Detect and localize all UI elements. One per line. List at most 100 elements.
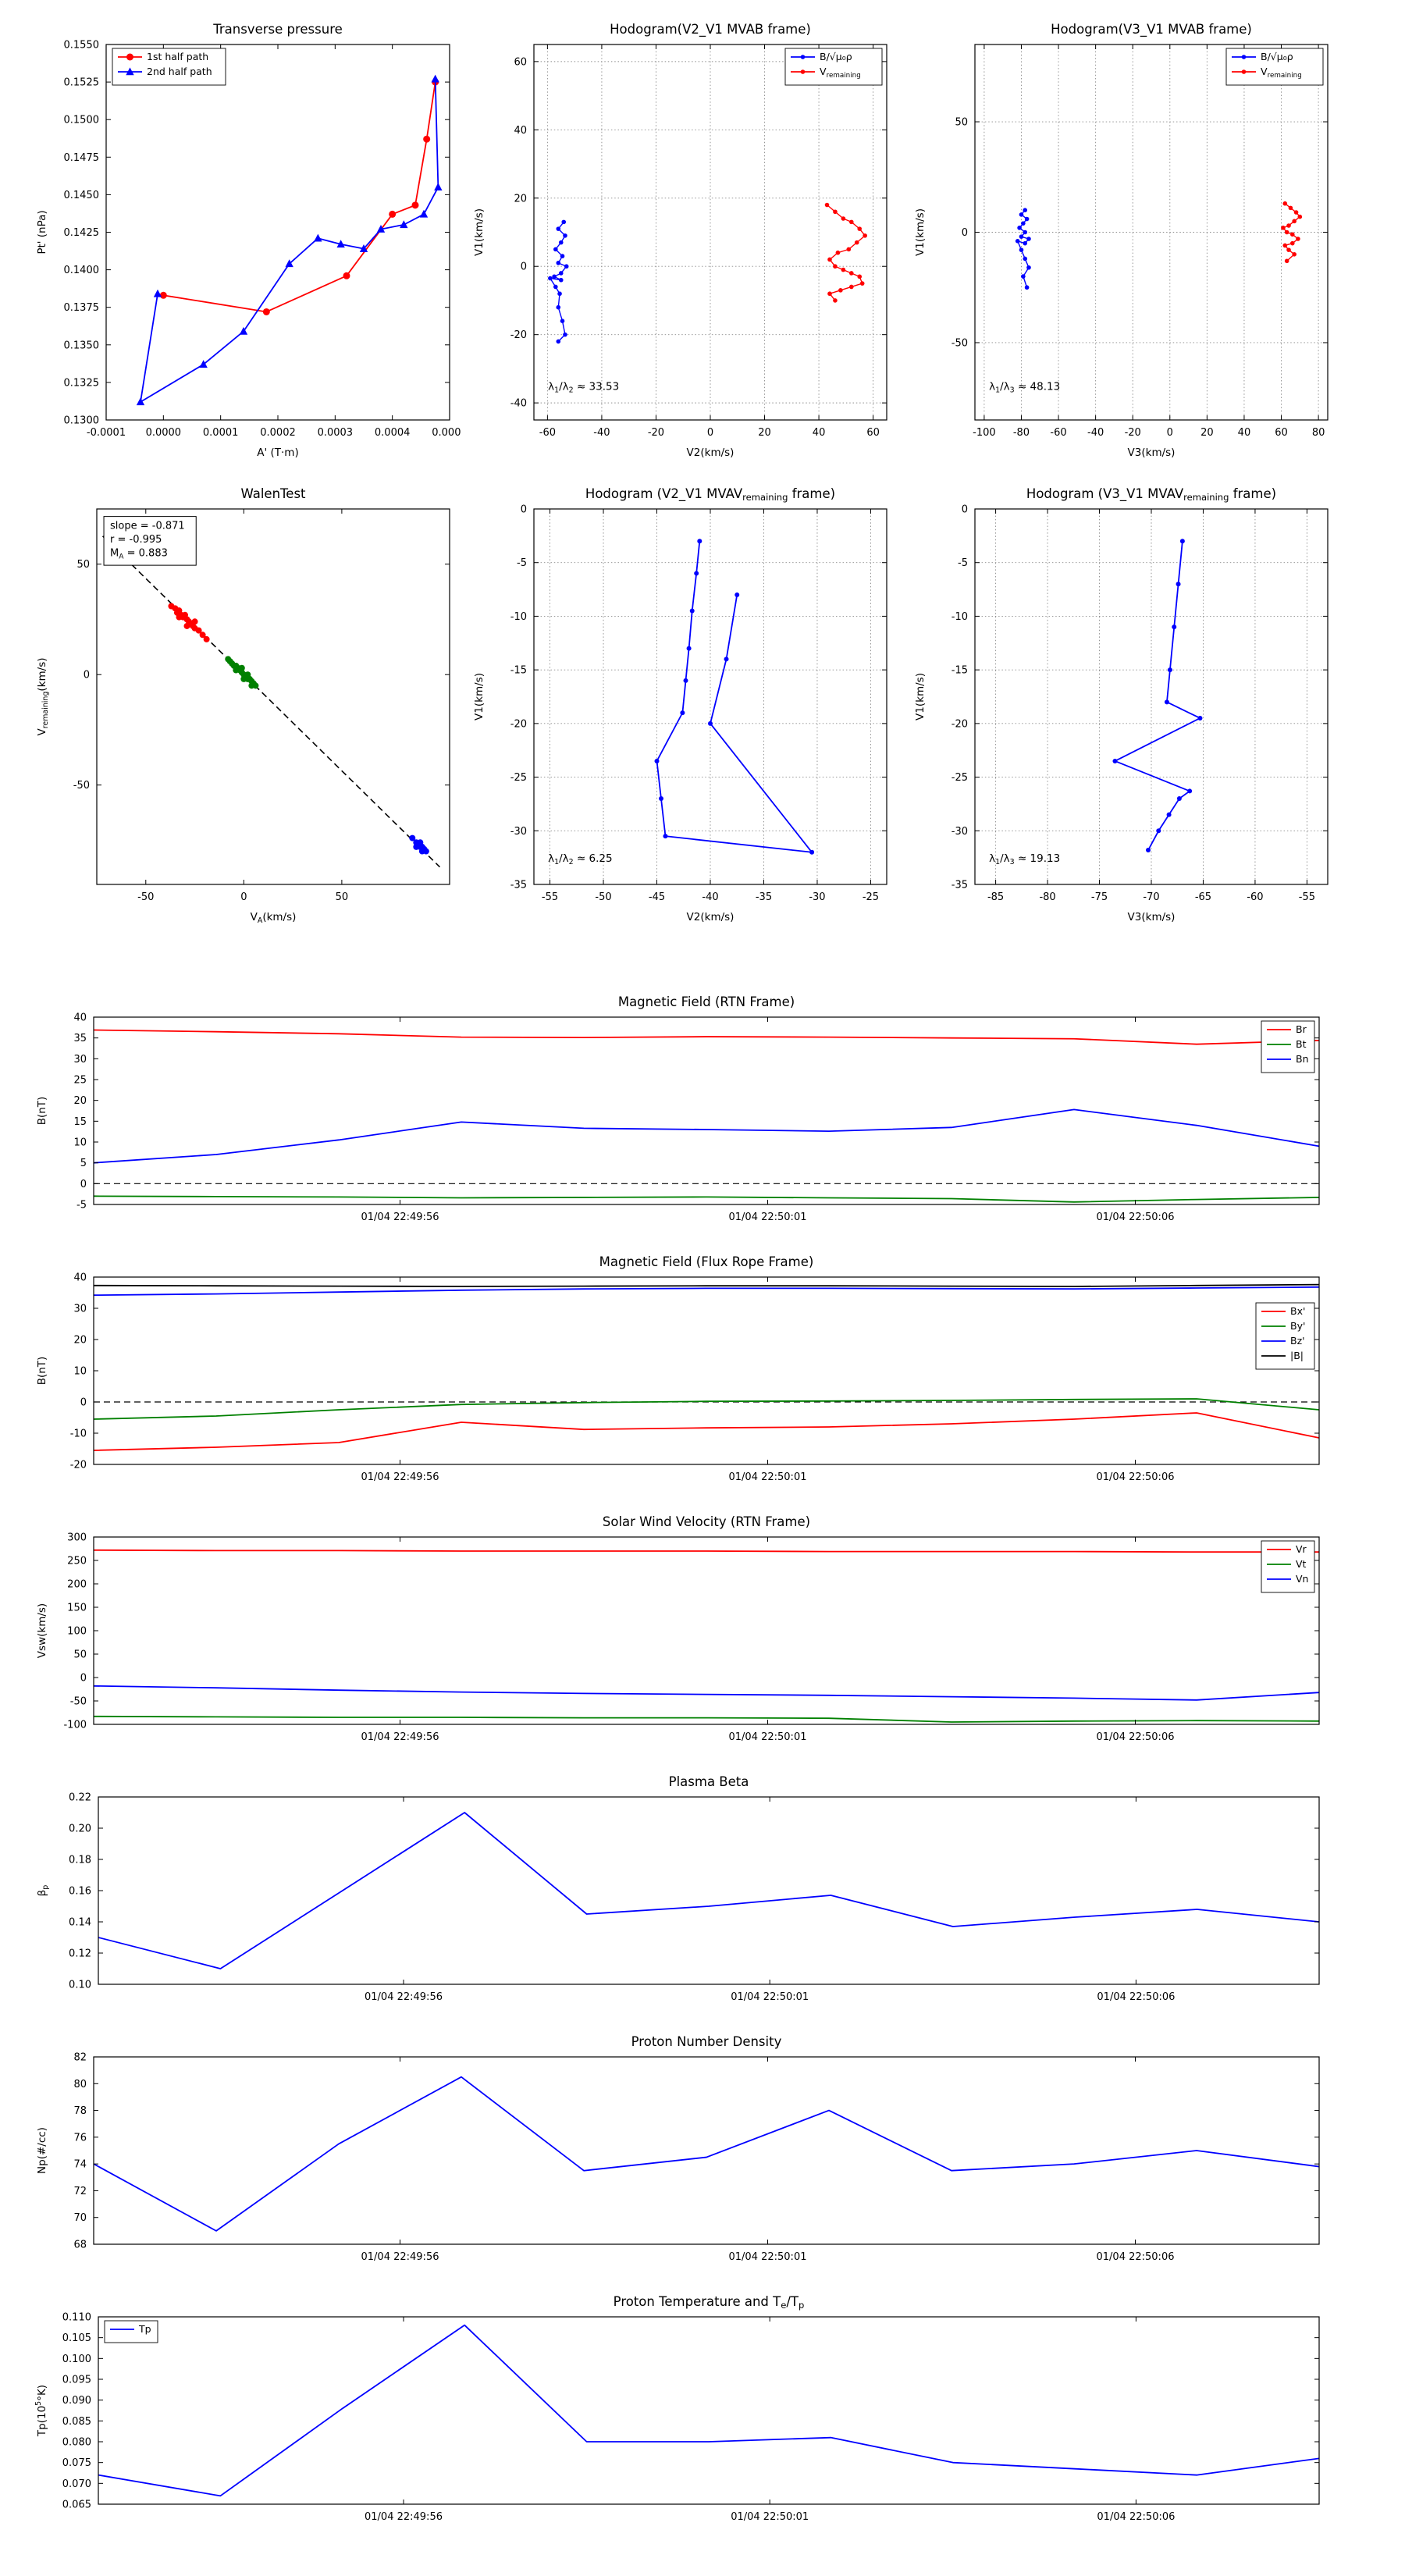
hodogram-v3v1-mvab-chart: -100 -80 -60 -40 -20 0 20 40 60 80 -50 0 50 Hodogram(… xyxy=(909,12,1339,468)
svg-text:0: 0 xyxy=(521,504,527,516)
svg-text:250: 250 xyxy=(67,1556,87,1567)
svg-text:40: 40 xyxy=(514,125,527,137)
svg-text:15: 15 xyxy=(73,1116,87,1128)
svg-text:-15: -15 xyxy=(510,665,527,677)
svg-text:-20: -20 xyxy=(510,329,527,341)
svg-text:0.065: 0.065 xyxy=(62,2500,91,2511)
svg-text:0.0001: 0.0001 xyxy=(203,427,239,439)
plasma-beta-panel: 01/04 22:49:56 01/04 22:50:01 01/04 22:50:… xyxy=(31,1764,1327,2022)
svg-text:0: 0 xyxy=(80,1179,87,1190)
svg-text:0: 0 xyxy=(80,1673,87,1685)
svg-text:λ1/λ2 ≈ 33.53: λ1/λ2 ≈ 33.53 xyxy=(548,381,619,395)
svg-text:Vremaining: Vremaining xyxy=(820,66,861,80)
svg-text:0.16: 0.16 xyxy=(69,1886,91,1898)
svg-text:Br: Br xyxy=(1296,1023,1307,1035)
svg-text:100: 100 xyxy=(67,1626,87,1638)
svg-text:50: 50 xyxy=(955,117,968,129)
svg-text:-20: -20 xyxy=(648,427,664,439)
svg-text:-35: -35 xyxy=(510,880,527,891)
svg-text:0: 0 xyxy=(84,670,90,681)
svg-text:-40: -40 xyxy=(702,891,718,903)
svg-text:Vsw(km/s): Vsw(km/s) xyxy=(36,1603,48,1658)
svg-text:0.1400: 0.1400 xyxy=(64,265,100,276)
svg-text:βp: βp xyxy=(36,1885,50,1897)
svg-text:Bt: Bt xyxy=(1296,1038,1307,1050)
svg-text:-10: -10 xyxy=(70,1429,87,1440)
svg-text:0.0004: 0.0004 xyxy=(375,427,410,439)
svg-text:25: 25 xyxy=(73,1075,87,1087)
svg-text:-10: -10 xyxy=(951,611,968,623)
svg-text:V1(km/s): V1(km/s) xyxy=(473,673,486,720)
svg-text:Solar Wind Velocity (RTN Frame: Solar Wind Velocity (RTN Frame) xyxy=(603,1514,810,1529)
svg-text:30: 30 xyxy=(73,1304,87,1315)
svg-text:40: 40 xyxy=(73,1272,87,1284)
svg-text:-65: -65 xyxy=(1195,891,1211,903)
svg-text:0.10: 0.10 xyxy=(69,1980,91,1991)
svg-text:-60: -60 xyxy=(1050,427,1066,439)
svg-text:-45: -45 xyxy=(649,891,665,903)
svg-text:Np(#/cc): Np(#/cc) xyxy=(36,2127,48,2174)
svg-text:Proton Temperature and Te/Tp: Proton Temperature and Te/Tp xyxy=(614,2294,805,2311)
svg-text:B(nT): B(nT) xyxy=(36,1097,48,1126)
svg-text:-55: -55 xyxy=(542,891,558,903)
svg-text:74: 74 xyxy=(73,2159,87,2171)
svg-text:01/04 22:49:56: 01/04 22:49:56 xyxy=(361,1731,439,1743)
svg-text:-75: -75 xyxy=(1091,891,1108,903)
svg-text:0.22: 0.22 xyxy=(69,1792,91,1804)
svg-text:-60: -60 xyxy=(1247,891,1263,903)
svg-text:0.105: 0.105 xyxy=(62,2332,91,2344)
svg-text:0.095: 0.095 xyxy=(62,2375,91,2386)
svg-text:82: 82 xyxy=(73,2052,87,2064)
svg-text:-20: -20 xyxy=(1125,427,1141,439)
svg-text:-5: -5 xyxy=(76,1200,87,1212)
svg-text:-40: -40 xyxy=(510,398,527,410)
svg-text:01/04 22:49:56: 01/04 22:49:56 xyxy=(361,2251,439,2263)
svg-text:01/04 22:50:01: 01/04 22:50:01 xyxy=(729,1471,807,1483)
svg-text:-30: -30 xyxy=(809,891,825,903)
svg-text:Plasma Beta: Plasma Beta xyxy=(669,1774,749,1789)
svg-text:0.1325: 0.1325 xyxy=(64,377,100,389)
svg-text:35: 35 xyxy=(73,1033,87,1044)
svg-text:40: 40 xyxy=(73,1012,87,1024)
svg-text:01/04 22:50:06: 01/04 22:50:06 xyxy=(1097,1212,1175,1223)
svg-text:0.1500: 0.1500 xyxy=(64,115,100,126)
svg-text:λ1/λ2 ≈ 6.25: λ1/λ2 ≈ 6.25 xyxy=(548,852,613,866)
svg-text:Vn: Vn xyxy=(1296,1573,1308,1585)
svg-text:01/04 22:49:56: 01/04 22:49:56 xyxy=(361,1471,439,1483)
svg-text:-40: -40 xyxy=(593,427,610,439)
svg-text:V3(km/s): V3(km/s) xyxy=(1128,447,1176,459)
svg-text:V3(km/s): V3(km/s) xyxy=(1128,911,1176,923)
svg-text:-35: -35 xyxy=(951,880,968,891)
svg-text:Hodogram (V3_V1 MVAVremaining: Hodogram (V3_V1 MVAVremaining frame) xyxy=(1026,486,1276,503)
svg-text:0.1350: 0.1350 xyxy=(64,340,100,351)
svg-text:-60: -60 xyxy=(539,427,556,439)
svg-text:B/√μ₀ρ: B/√μ₀ρ xyxy=(820,51,852,62)
svg-text:01/04 22:50:06: 01/04 22:50:06 xyxy=(1097,1731,1175,1743)
svg-text:λ1/λ3 ≈ 48.13: λ1/λ3 ≈ 48.13 xyxy=(989,381,1060,395)
svg-text:0.090: 0.090 xyxy=(62,2395,91,2407)
proton-density-panel: 01/04 22:49:56 01/04 22:50:01 01/04 22:50:… xyxy=(31,2024,1327,2282)
svg-text:72: 72 xyxy=(73,2186,87,2197)
svg-text:10: 10 xyxy=(73,1366,87,1378)
svg-text:0: 0 xyxy=(240,891,247,903)
svg-text:Proton Number Density: Proton Number Density xyxy=(631,2034,782,2049)
svg-text:Tp: Tp xyxy=(138,2323,151,2335)
svg-text:0: 0 xyxy=(962,504,968,516)
svg-text:0.075: 0.075 xyxy=(62,2457,91,2469)
walen-test-chart: -50 0 50 -50 0 50 WalenTest VA(km/s) Vremaining(… xyxy=(31,476,461,933)
svg-text:Bz': Bz' xyxy=(1290,1335,1305,1347)
svg-text:78: 78 xyxy=(73,2105,87,2117)
svg-text:70: 70 xyxy=(73,2212,87,2224)
svg-text:5: 5 xyxy=(80,1158,87,1169)
svg-text:01/04 22:50:06: 01/04 22:50:06 xyxy=(1097,1471,1175,1483)
svg-text:Vr: Vr xyxy=(1296,1543,1307,1555)
svg-text:60: 60 xyxy=(514,56,527,68)
svg-text:WalenTest: WalenTest xyxy=(240,486,306,501)
svg-text:Hodogram(V2_V1 MVAB frame): Hodogram(V2_V1 MVAB frame) xyxy=(610,22,811,37)
proton-temperature-panel: 01/04 22:49:56 01/04 22:50:01 01/04 22:50:… xyxy=(31,2284,1327,2542)
svg-text:0.1300: 0.1300 xyxy=(64,415,100,427)
svg-text:01/04 22:49:56: 01/04 22:49:56 xyxy=(365,2511,443,2523)
svg-text:0: 0 xyxy=(962,227,968,239)
svg-text:-35: -35 xyxy=(756,891,772,903)
svg-text:300: 300 xyxy=(67,1532,87,1544)
